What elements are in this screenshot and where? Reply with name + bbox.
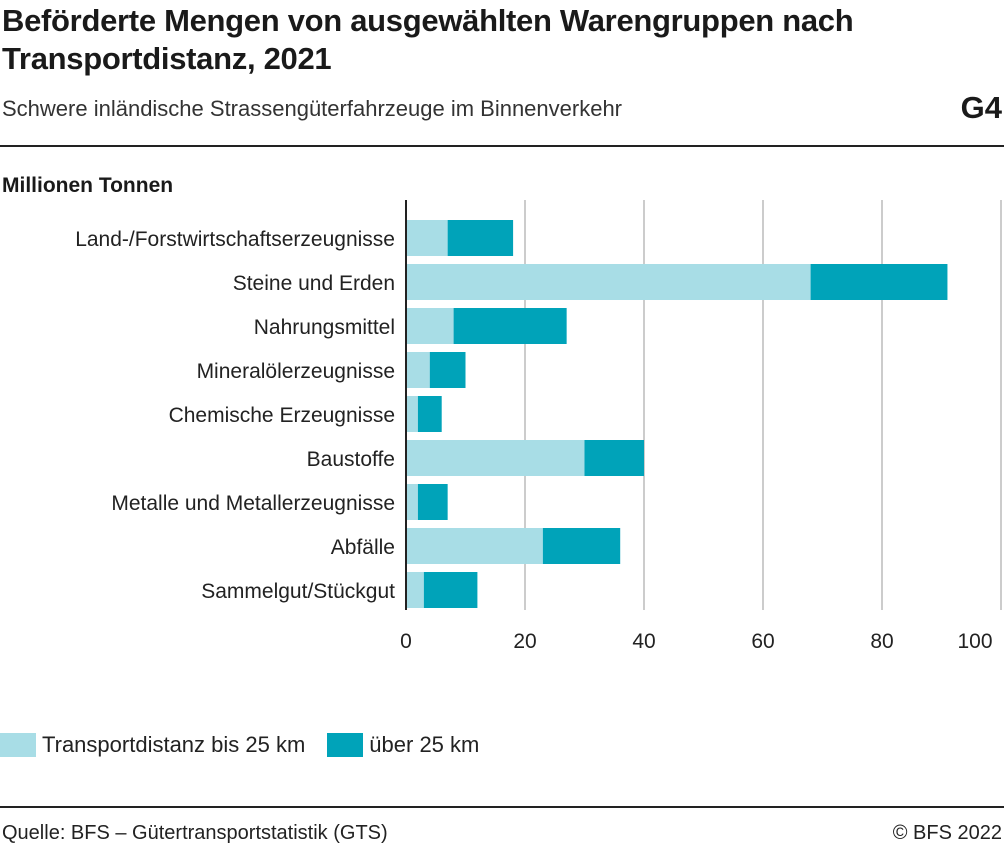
x-tick-label: 40 xyxy=(632,630,655,653)
bar-long-2 xyxy=(453,308,567,344)
bar-long-4 xyxy=(417,396,442,432)
bar-short-1 xyxy=(406,264,811,300)
category-label: Mineralölerzeugnisse xyxy=(197,360,395,383)
bar-short-2 xyxy=(406,308,454,344)
x-tick-label: 80 xyxy=(870,630,893,653)
bar-long-7 xyxy=(542,528,621,564)
x-tick-label: 60 xyxy=(751,630,774,653)
category-label: Chemische Erzeugnisse xyxy=(169,404,395,427)
bar-chart: Land-/Forstwirtschaftserzeugnisse Steine … xyxy=(75,200,1002,653)
category-label: Metalle und Metallerzeugnisse xyxy=(111,492,395,515)
category-label: Baustoffe xyxy=(307,448,395,471)
x-tick-label: 20 xyxy=(513,630,536,653)
bottom-divider xyxy=(0,806,1004,808)
legend-label-short: Transportdistanz bis 25 km xyxy=(42,732,306,757)
bar-short-6 xyxy=(406,484,418,520)
category-label: Land-/Forstwirtschaftserzeugnisse xyxy=(75,228,395,251)
category-label: Sammelgut/Stückgut xyxy=(201,580,395,603)
bar-short-4 xyxy=(406,396,418,432)
bar-long-0 xyxy=(447,220,514,256)
bar-long-3 xyxy=(429,352,466,388)
chart-title: Beförderte Mengen von ausgewählten Waren… xyxy=(2,3,854,76)
legend-item-long: über 25 km xyxy=(327,732,479,758)
chart-code: G4 xyxy=(960,90,1002,125)
x-tick-label: 0 xyxy=(400,630,412,653)
copyright-note: © BFS 2022 xyxy=(892,822,1002,844)
legend-swatch-long xyxy=(327,733,364,757)
bar-long-1 xyxy=(810,264,948,300)
unit-label: Millionen Tonnen xyxy=(2,174,174,197)
category-label: Abfälle xyxy=(331,536,395,559)
bar-short-7 xyxy=(406,528,543,564)
bar-long-5 xyxy=(584,440,644,476)
source-note: Quelle: BFS – Gütertransportstatistik (G… xyxy=(2,822,388,844)
legend-item-short: Transportdistanz bis 25 km xyxy=(0,732,305,758)
x-tick-label: 100 xyxy=(957,630,992,653)
chart-subtitle: Schwere inländische Strassengüterfahrzeu… xyxy=(2,96,623,121)
bar-short-8 xyxy=(406,572,424,608)
bar-short-3 xyxy=(406,352,430,388)
category-label: Nahrungsmittel xyxy=(254,316,395,339)
bar-short-5 xyxy=(406,440,585,476)
legend: Transportdistanz bis 25 km über 25 km xyxy=(0,732,501,758)
top-divider xyxy=(0,145,1004,147)
category-label: Steine und Erden xyxy=(233,272,395,295)
legend-label-long: über 25 km xyxy=(369,732,480,757)
bar-long-8 xyxy=(423,572,478,608)
bar-short-0 xyxy=(406,220,448,256)
bar-long-6 xyxy=(417,484,448,520)
legend-swatch-short xyxy=(0,733,36,757)
